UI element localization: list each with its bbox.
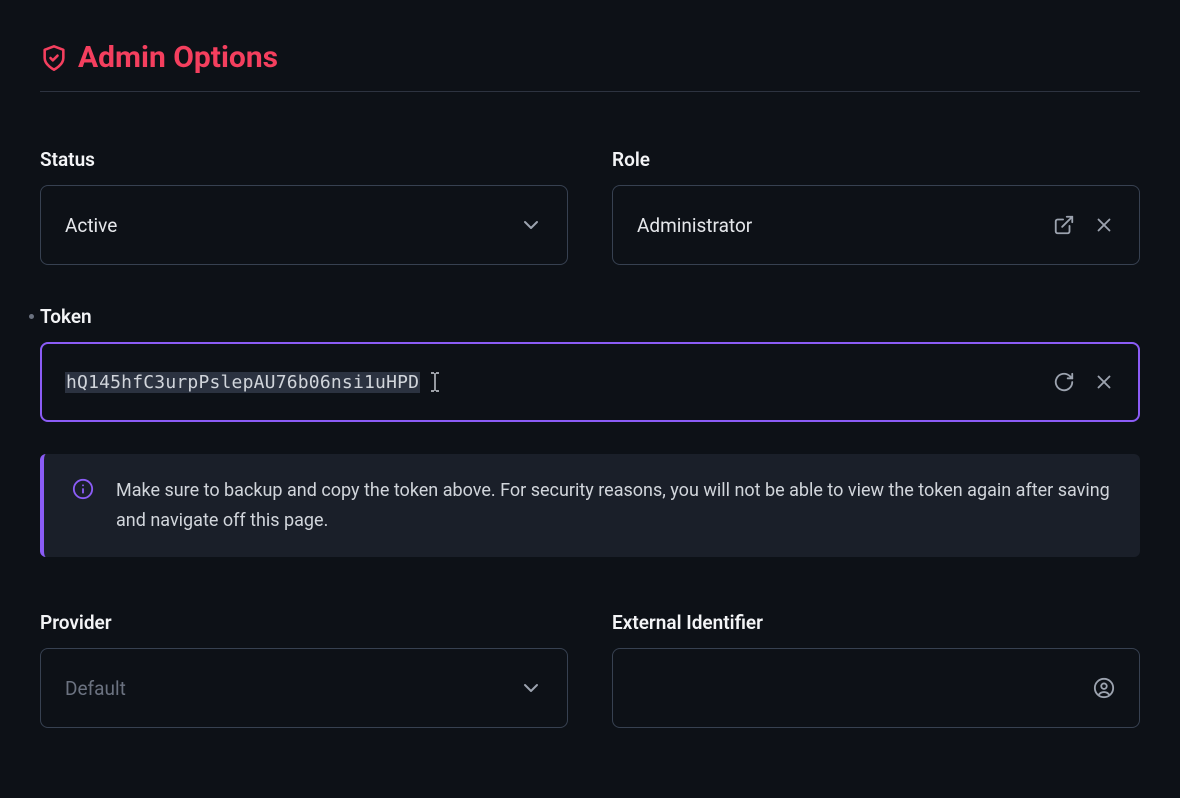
refresh-icon[interactable] xyxy=(1053,371,1075,393)
shield-check-icon xyxy=(40,44,68,72)
provider-value: Default xyxy=(65,677,519,700)
clear-icon[interactable] xyxy=(1093,371,1115,393)
info-icon xyxy=(72,478,94,500)
user-circle-icon xyxy=(1093,677,1115,699)
external-id-group: External Identifier xyxy=(612,611,1140,728)
role-group: Role Administrator xyxy=(612,148,1140,265)
page-header: Admin Options xyxy=(40,40,1140,92)
modified-dot xyxy=(29,314,34,319)
chevron-down-icon xyxy=(519,213,543,237)
token-alert-text: Make sure to backup and copy the token a… xyxy=(116,476,1112,535)
provider-label: Provider xyxy=(40,611,568,634)
token-alert: Make sure to backup and copy the token a… xyxy=(40,454,1140,557)
token-group: Token hQ145hfC3urpPslepAU76b06nsi1uHPD xyxy=(40,305,1140,557)
status-group: Status Active xyxy=(40,148,568,265)
provider-group: Provider Default xyxy=(40,611,568,728)
status-label: Status xyxy=(40,148,568,171)
role-value: Administrator xyxy=(637,214,1053,237)
role-label: Role xyxy=(612,148,1140,171)
token-field[interactable]: hQ145hfC3urpPslepAU76b06nsi1uHPD xyxy=(40,342,1140,422)
page-title: Admin Options xyxy=(78,40,278,75)
external-id-label: External Identifier xyxy=(612,611,1140,634)
status-select[interactable]: Active xyxy=(40,185,568,265)
status-value: Active xyxy=(65,214,519,237)
external-id-field[interactable] xyxy=(612,648,1140,728)
chevron-down-icon xyxy=(519,676,543,700)
token-value: hQ145hfC3urpPslepAU76b06nsi1uHPD xyxy=(65,372,1053,393)
provider-select[interactable]: Default xyxy=(40,648,568,728)
clear-icon[interactable] xyxy=(1093,214,1115,236)
token-label: Token xyxy=(40,305,92,328)
open-external-icon[interactable] xyxy=(1053,214,1075,236)
role-field[interactable]: Administrator xyxy=(612,185,1140,265)
